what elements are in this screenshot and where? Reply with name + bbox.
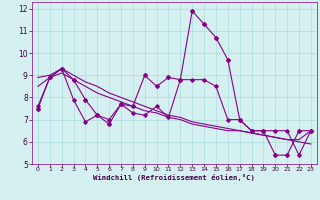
X-axis label: Windchill (Refroidissement éolien,°C): Windchill (Refroidissement éolien,°C) bbox=[93, 174, 255, 181]
